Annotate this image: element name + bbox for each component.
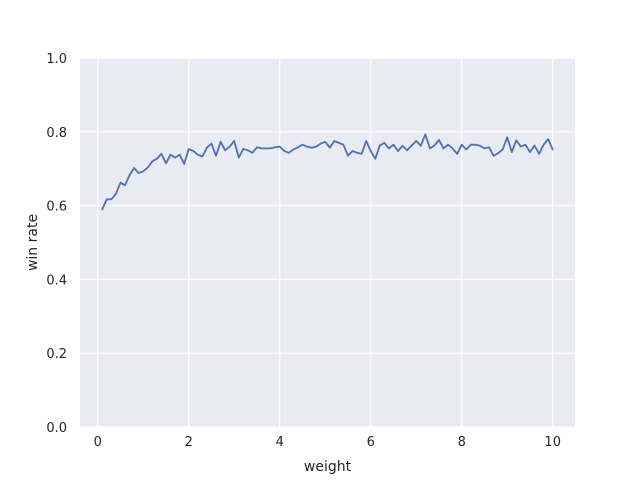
y-tick-label: 0.2 <box>46 347 67 362</box>
y-tick-label: 1.0 <box>46 52 67 67</box>
x-axis-label: weight <box>304 459 352 475</box>
x-tick-label: 4 <box>276 435 284 450</box>
series-lines <box>101 133 554 211</box>
y-tick-label: 0.4 <box>46 273 67 288</box>
plot-area <box>80 58 575 427</box>
grid <box>80 57 575 428</box>
y-tick-label: 0.0 <box>46 421 67 436</box>
x-tick-label: 2 <box>185 435 193 450</box>
y-axis-label: win rate <box>25 214 41 271</box>
x-tick-label: 0 <box>94 435 102 450</box>
x-tick-label: 10 <box>544 435 561 450</box>
series-line <box>101 133 554 211</box>
y-tick-label: 0.6 <box>46 200 67 215</box>
x-tick-label: 6 <box>367 435 375 450</box>
y-tick-label: 0.8 <box>46 126 67 141</box>
x-tick-label: 8 <box>458 435 466 450</box>
tick-labels: 0 2 4 6 8 10 0.0 0.2 0.4 0.6 0.8 1.0 <box>46 52 561 450</box>
